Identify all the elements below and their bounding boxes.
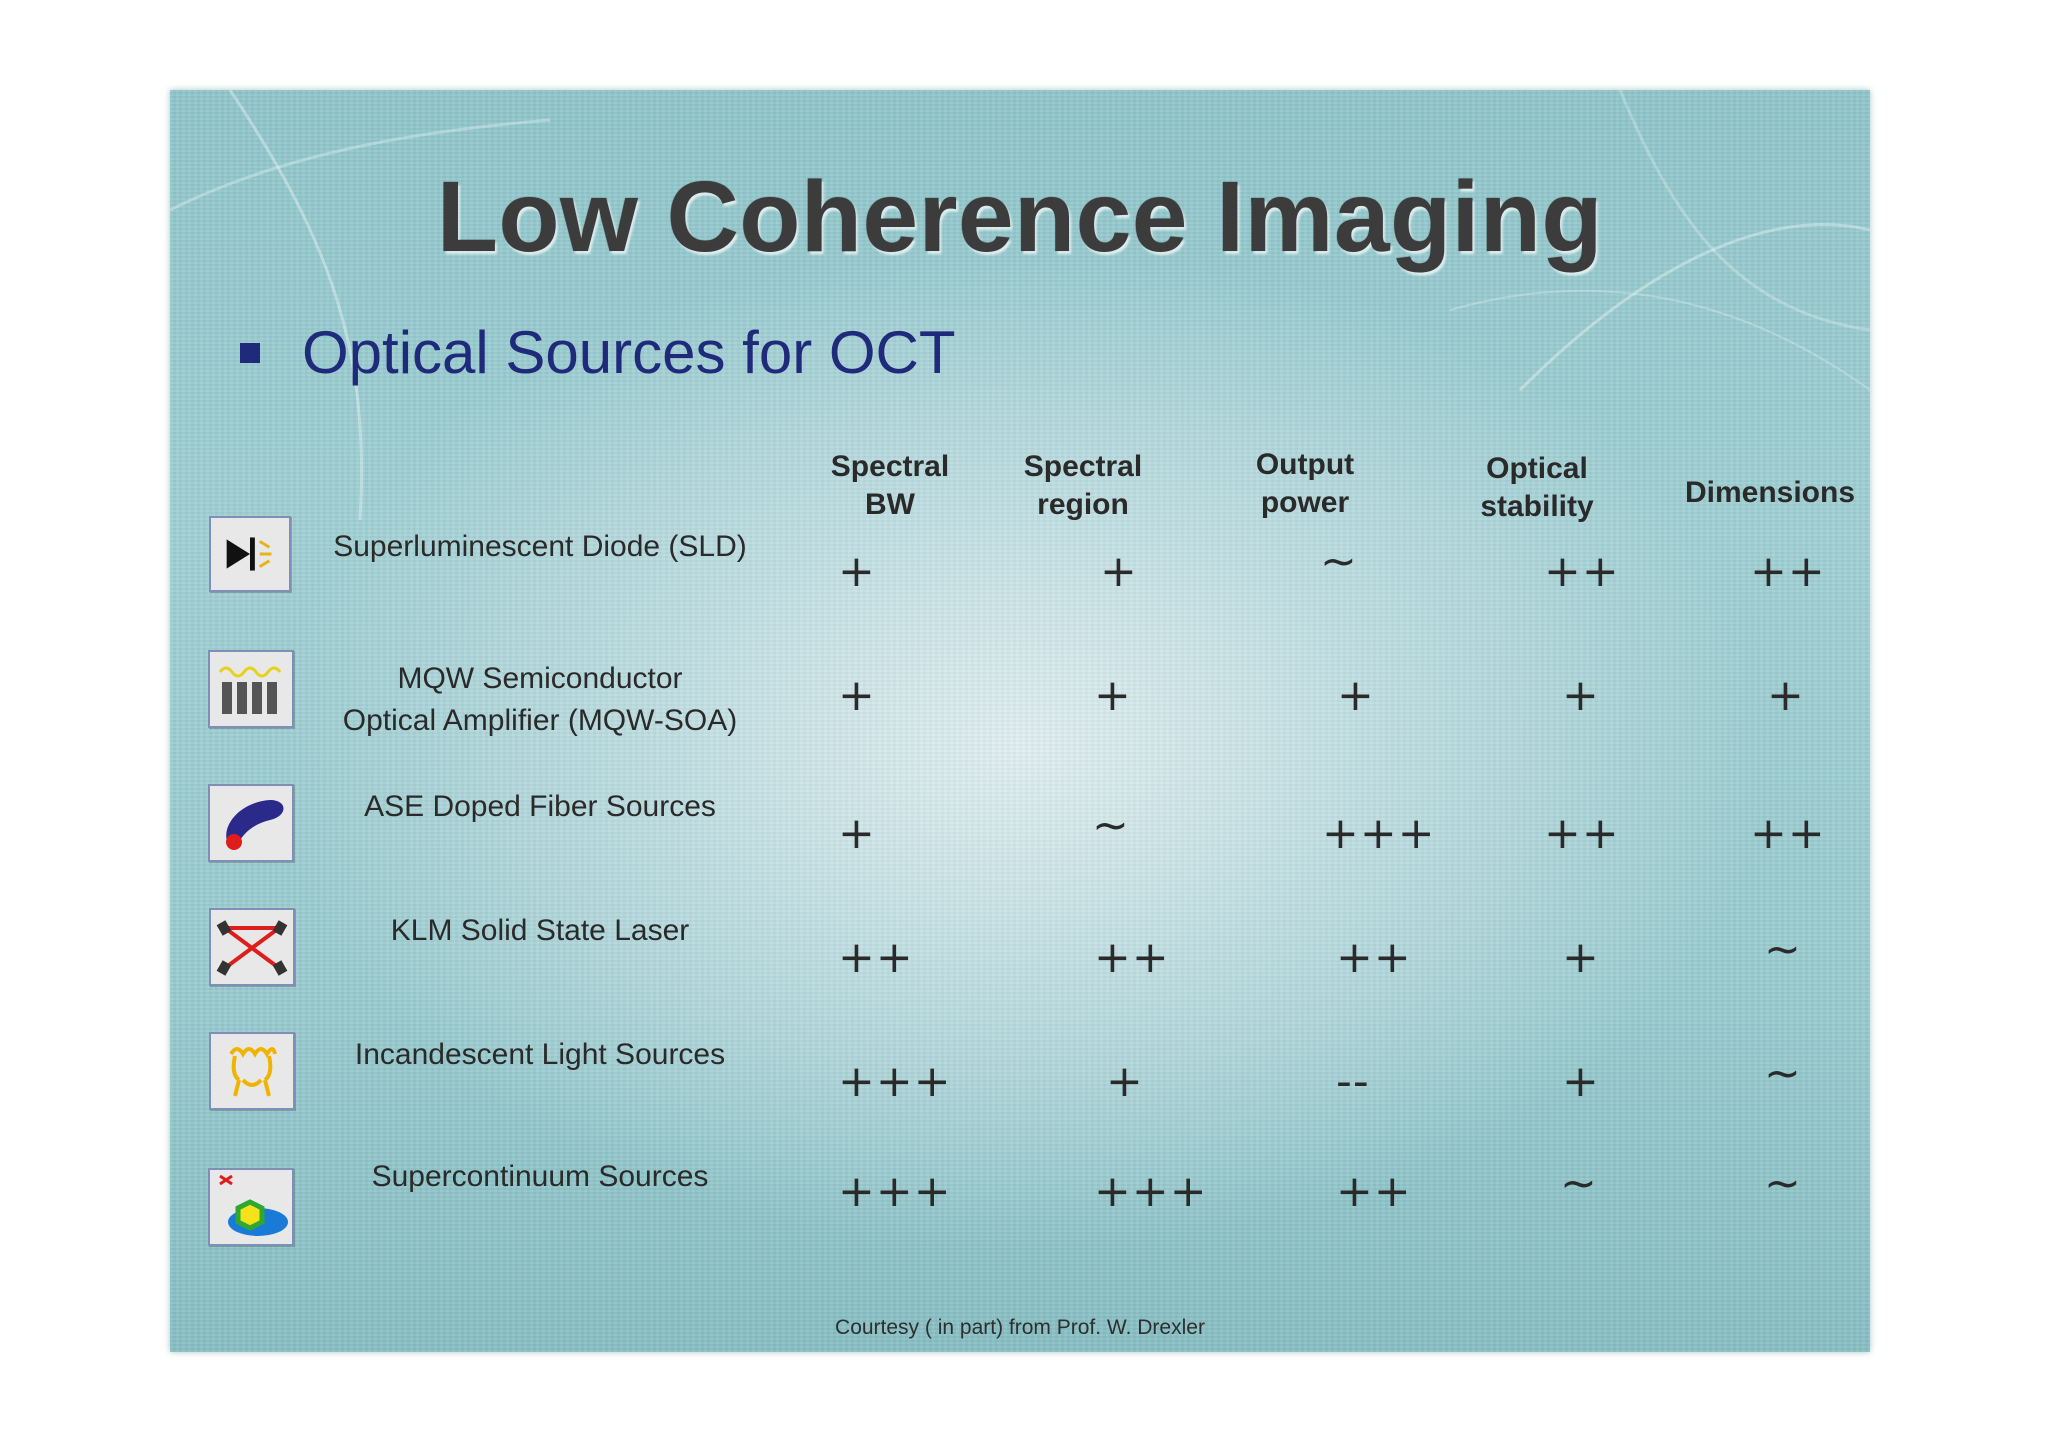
rating-mqw-output-power: +: [1337, 670, 1375, 721]
rating-supercontinuum-spectral-region: +++: [1094, 1166, 1208, 1217]
rating-sld-output-power: ~: [1320, 536, 1358, 587]
mqw-soa-icon: [208, 650, 294, 728]
rating-mqw-spectral-region: +: [1094, 670, 1132, 721]
row-label-incandescent: Incandescent Light Sources: [354, 1038, 726, 1071]
rating-mqw-optical-stability: +: [1562, 670, 1600, 721]
column-header-spectral-bw: Spectral BW: [830, 450, 950, 521]
incandescent-lamp-icon: [209, 1032, 295, 1110]
bullet-point: Optical Sources for OCT: [240, 318, 956, 387]
klm-laser-icon: [209, 908, 295, 986]
row-label-sld: Superluminescent Diode (SLD): [333, 530, 747, 563]
rating-sld-dimensions: ++: [1750, 546, 1826, 597]
bullet-text: Optical Sources for OCT: [302, 319, 956, 386]
rating-sld-optical-stability: ++: [1544, 546, 1620, 597]
rating-ase-spectral-bw: +: [838, 808, 876, 859]
rating-incandescent-dimensions: ~: [1764, 1048, 1802, 1099]
column-header-dimensions: Dimensions: [1684, 476, 1856, 509]
rating-ase-dimensions: ++: [1750, 808, 1826, 859]
row-label-ase-fiber: ASE Doped Fiber Sources: [364, 790, 716, 823]
rating-ase-output-power: +++: [1322, 808, 1436, 859]
rating-klm-spectral-region: ++: [1094, 932, 1170, 983]
rating-mqw-spectral-bw: +: [838, 670, 876, 721]
slide-title: Low Coherence Imaging: [436, 161, 1604, 273]
row-label-supercontinuum: Supercontinuum Sources: [371, 1160, 709, 1193]
rating-ase-optical-stability: ++: [1544, 808, 1620, 859]
column-header-output-power: Output power: [1255, 448, 1355, 519]
rating-supercontinuum-optical-stability: ~: [1560, 1158, 1598, 1209]
rating-klm-spectral-bw: ++: [838, 932, 914, 983]
rating-ase-spectral-region: ~: [1092, 800, 1130, 851]
rating-supercontinuum-spectral-bw: +++: [838, 1166, 952, 1217]
rating-klm-optical-stability: +: [1562, 932, 1600, 983]
rating-supercontinuum-dimensions: ~: [1764, 1158, 1802, 1209]
rating-supercontinuum-output-power: ++: [1336, 1166, 1412, 1217]
rating-klm-output-power: ++: [1336, 932, 1412, 983]
courtesy-footer: Courtesy ( in part) from Prof. W. Drexle…: [835, 1316, 1205, 1339]
rating-incandescent-spectral-bw: +++: [838, 1056, 952, 1107]
column-header-optical-stability: Optical stability: [1480, 452, 1594, 523]
column-header-spectral-region: Spectral region: [1023, 450, 1143, 521]
rating-incandescent-optical-stability: +: [1562, 1056, 1600, 1107]
slide: Low Coherence Imaging Optical Sources fo…: [170, 90, 1870, 1352]
sld-diode-icon: [209, 516, 291, 592]
bullet-square-icon: [240, 342, 260, 363]
fiber-source-icon: [208, 784, 294, 862]
rating-sld-spectral-bw: +: [838, 546, 876, 597]
row-label-mqw-soa: MQW Semiconductor Optical Amplifier (MQW…: [342, 662, 738, 737]
rating-sld-spectral-region: +: [1100, 546, 1138, 597]
rating-incandescent-spectral-region: +: [1106, 1056, 1144, 1107]
row-label-klm-laser: KLM Solid State Laser: [390, 914, 690, 947]
rating-mqw-dimensions: +: [1767, 670, 1805, 721]
rating-klm-dimensions: ~: [1764, 924, 1802, 975]
supercontinuum-icon: [208, 1168, 294, 1246]
rating-incandescent-output-power: --: [1336, 1056, 1370, 1107]
